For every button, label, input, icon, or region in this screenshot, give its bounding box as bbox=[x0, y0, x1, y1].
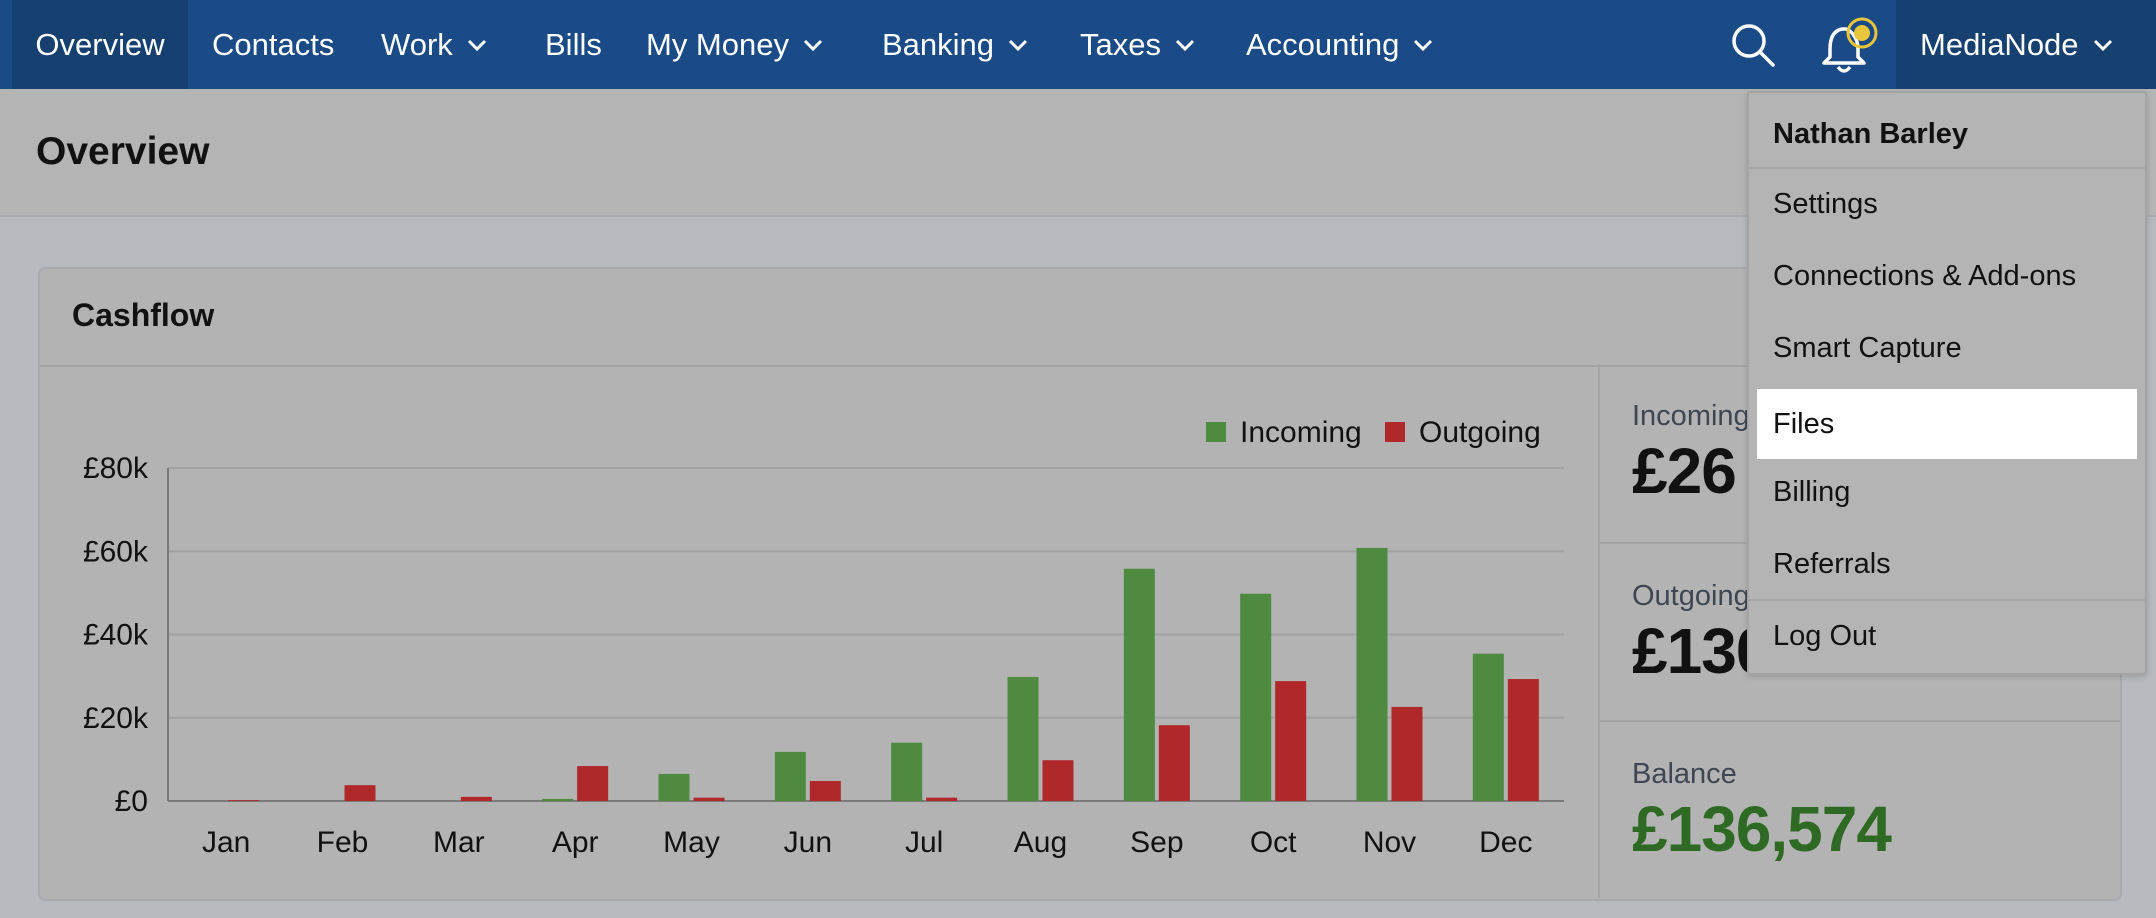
x-tick-label: Aug bbox=[1014, 826, 1067, 859]
nav-banking[interactable]: Banking bbox=[882, 0, 1028, 89]
nav-banking-label: Banking bbox=[882, 26, 995, 62]
dropdown-user-name: Nathan Barley bbox=[1773, 117, 1969, 150]
company-name: MediaNode bbox=[1920, 26, 2079, 62]
outgoing-bar bbox=[1275, 681, 1307, 801]
legend-swatch-incoming bbox=[1206, 422, 1226, 442]
incoming-bar bbox=[1123, 568, 1155, 801]
company-menu[interactable]: MediaNode bbox=[1896, 0, 2156, 89]
outgoing-label: Outgoing bbox=[1632, 580, 1750, 612]
dropdown-divider bbox=[1749, 599, 2145, 601]
incoming-bar bbox=[1007, 676, 1039, 801]
nav-my-money-label: My Money bbox=[646, 26, 789, 62]
menu-item-files[interactable]: Files bbox=[1757, 389, 2137, 459]
menu-item-smart-capture[interactable]: Smart Capture bbox=[1773, 331, 1962, 364]
incoming-bar bbox=[1240, 593, 1272, 801]
x-tick-label: Dec bbox=[1479, 826, 1532, 859]
x-tick-label: Jan bbox=[202, 826, 250, 859]
chevron-down-icon bbox=[1414, 39, 1433, 51]
x-tick-label: Jul bbox=[905, 826, 943, 859]
incoming-bar bbox=[542, 798, 574, 801]
incoming-bar bbox=[774, 751, 806, 801]
legend-swatch-outgoing bbox=[1385, 422, 1405, 442]
nav-accounting-label: Accounting bbox=[1246, 26, 1400, 62]
nav-contacts[interactable]: Contacts bbox=[212, 0, 334, 89]
search-icon bbox=[1732, 23, 1775, 67]
x-tick-label: Jun bbox=[784, 826, 832, 859]
incoming-label: Incoming bbox=[1632, 400, 1750, 432]
notifications-button[interactable] bbox=[1818, 0, 1880, 89]
bell-icon bbox=[1822, 17, 1878, 73]
menu-item-connections[interactable]: Connections & Add-ons bbox=[1773, 259, 2077, 292]
incoming-bar bbox=[891, 742, 923, 801]
outgoing-bar bbox=[1158, 725, 1190, 801]
legend-label-outgoing: Outgoing bbox=[1419, 416, 1541, 449]
nav-overview[interactable]: Overview bbox=[12, 0, 188, 89]
outgoing-bar bbox=[460, 796, 492, 801]
summary-divider bbox=[1598, 364, 1600, 898]
x-tick-label: Feb bbox=[317, 826, 369, 859]
outgoing-bar bbox=[1042, 760, 1074, 801]
x-tick-label: Nov bbox=[1363, 826, 1416, 859]
y-tick-label: £80k bbox=[83, 452, 149, 485]
outgoing-bar bbox=[1507, 679, 1539, 801]
x-tick-label: Oct bbox=[1250, 826, 1297, 859]
y-tick-label: £20k bbox=[83, 702, 149, 735]
outgoing-bar bbox=[344, 785, 376, 801]
chevron-down-icon bbox=[1008, 39, 1028, 51]
incoming-bar bbox=[1356, 547, 1388, 801]
x-tick-label: Mar bbox=[433, 826, 485, 859]
account-dropdown: Nathan Barley Settings Connections & Add… bbox=[1747, 91, 2147, 675]
menu-item-billing[interactable]: Billing bbox=[1773, 475, 1851, 508]
card-header: Cashflow bbox=[40, 269, 2120, 367]
nav-accounting[interactable]: Accounting bbox=[1246, 0, 1433, 89]
chevron-down-icon bbox=[1175, 39, 1195, 51]
dropdown-divider bbox=[1749, 167, 2145, 169]
cashflow-chart: £0 £20k £40k £60k £80k Jan Feb Mar Apr May Jun Jul A… bbox=[83, 416, 1564, 859]
outgoing-bar bbox=[577, 766, 609, 801]
y-tick-label: £40k bbox=[83, 619, 149, 652]
menu-item-log-out[interactable]: Log Out bbox=[1773, 619, 1877, 652]
page-title: Overview bbox=[36, 130, 210, 173]
outgoing-bar bbox=[1391, 706, 1423, 801]
outgoing-bar bbox=[926, 797, 958, 801]
nav-taxes-label: Taxes bbox=[1080, 26, 1161, 62]
x-tick-label: May bbox=[663, 826, 720, 859]
chevron-down-icon bbox=[467, 39, 486, 51]
nav-taxes[interactable]: Taxes bbox=[1080, 0, 1195, 89]
nav-work-label: Work bbox=[381, 26, 453, 62]
nav-my-money[interactable]: My Money bbox=[646, 0, 823, 89]
legend-label-incoming: Incoming bbox=[1240, 416, 1362, 449]
nav-work[interactable]: Work bbox=[381, 0, 487, 89]
outgoing-bar bbox=[693, 797, 725, 801]
balance-value: £136,574 bbox=[1632, 793, 1892, 865]
outgoing-bar bbox=[809, 781, 841, 801]
nav-overview-label: Overview bbox=[35, 26, 165, 62]
chevron-down-icon bbox=[2093, 39, 2112, 51]
x-tick-label: Apr bbox=[552, 826, 599, 859]
search-button[interactable] bbox=[1726, 0, 1780, 89]
menu-item-settings[interactable]: Settings bbox=[1773, 187, 1878, 220]
chevron-down-icon bbox=[803, 39, 823, 51]
incoming-value: £26 bbox=[1632, 435, 1737, 507]
nav-contacts-label: Contacts bbox=[212, 26, 335, 62]
nav-bills[interactable]: Bills bbox=[545, 0, 602, 89]
nav-bills-label: Bills bbox=[545, 26, 602, 62]
card-title: Cashflow bbox=[72, 297, 215, 333]
y-tick-label: £0 bbox=[115, 785, 148, 818]
y-tick-label: £60k bbox=[83, 535, 149, 568]
top-navigation: Overview Contacts Work Bills My Money Ba… bbox=[0, 0, 2156, 89]
x-tick-label: Sep bbox=[1130, 826, 1183, 859]
outgoing-bar bbox=[228, 800, 260, 801]
incoming-bar bbox=[658, 773, 690, 801]
incoming-bar bbox=[1472, 653, 1504, 801]
summary-balance: Balance £136,574 bbox=[1600, 722, 2120, 896]
menu-item-referrals[interactable]: Referrals bbox=[1773, 547, 1891, 580]
balance-label: Balance bbox=[1632, 758, 1737, 790]
